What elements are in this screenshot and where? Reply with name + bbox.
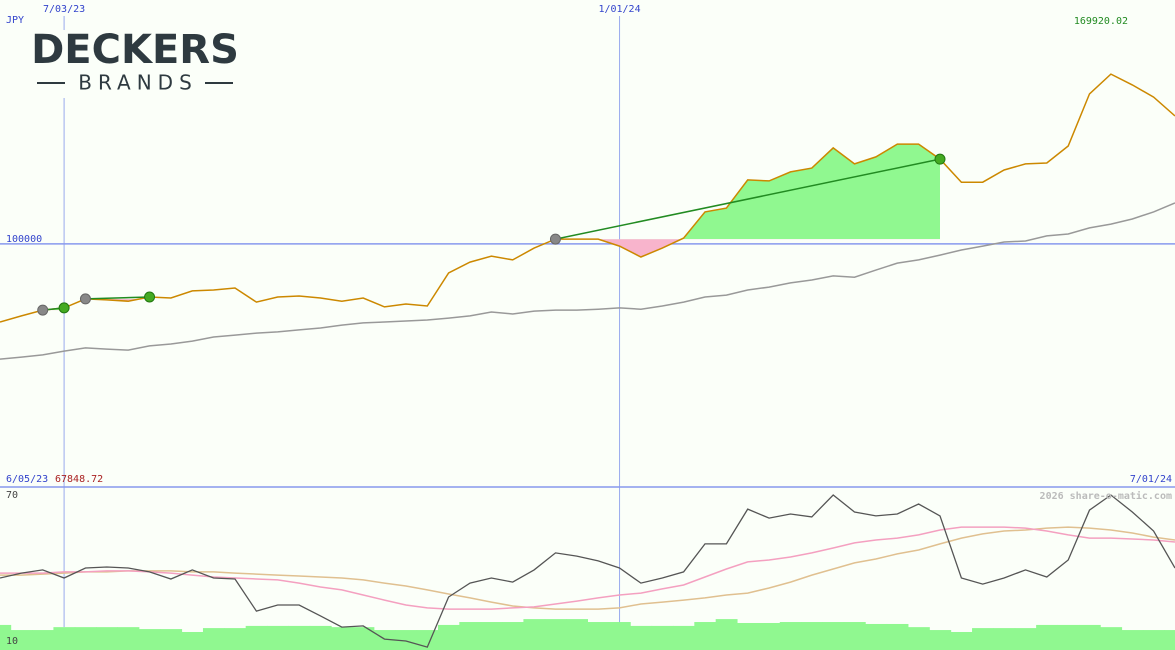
- volume-bar: [566, 619, 588, 650]
- end-label: 7/01/24: [1130, 474, 1172, 485]
- logo: DECKERS BRANDS: [30, 27, 240, 98]
- volume-bar: [32, 630, 54, 650]
- start-label: 6/05/23: [6, 474, 48, 485]
- volume-bar: [672, 625, 695, 650]
- volume-bar: [608, 622, 631, 650]
- volume-bar: [288, 625, 311, 650]
- volume-bar: [1142, 630, 1165, 650]
- currency-label: JPY: [6, 15, 24, 26]
- gain-area: [555, 144, 940, 240]
- exit-marker: [144, 291, 156, 303]
- volume-bar: [843, 622, 866, 650]
- volume-bar: [352, 627, 375, 650]
- max-label: 169920.02: [1074, 16, 1128, 27]
- volume-bar: [1164, 630, 1175, 650]
- volume-bar: [0, 624, 12, 650]
- moving-average-line: [0, 202, 1175, 360]
- volume-bar: [1057, 624, 1080, 650]
- volume-bar: [1121, 630, 1144, 650]
- volume-bar: [1036, 624, 1058, 650]
- loss-area: [598, 239, 682, 257]
- volume-bar: [822, 622, 845, 650]
- volume-bar: [117, 627, 140, 650]
- volume-bar: [202, 628, 225, 650]
- volume-bar: [929, 630, 952, 650]
- volume-bar: [96, 627, 118, 650]
- logo-name: DECKERS: [31, 27, 239, 73]
- volume-bar: [694, 622, 717, 650]
- volume-bar: [10, 630, 33, 650]
- volume-bar: [758, 622, 781, 650]
- trade-line: [555, 158, 941, 240]
- volume-bar: [459, 622, 482, 650]
- volume-bar: [331, 627, 353, 650]
- volume-bar: [138, 629, 161, 650]
- y-tick-label: 10: [6, 636, 18, 647]
- min-label: 67848.72: [55, 474, 103, 485]
- volume-bar: [309, 625, 332, 650]
- volume-bar: [373, 630, 396, 650]
- volume-bar: [245, 625, 268, 650]
- volume-bar: [993, 628, 1016, 650]
- exit-marker: [934, 153, 946, 165]
- volume-bar: [886, 623, 909, 650]
- volume-bar: [737, 622, 759, 650]
- volume-bar: [779, 622, 802, 650]
- volume-bar: [53, 627, 76, 650]
- exit-marker: [58, 302, 70, 314]
- volume-bar: [801, 622, 823, 650]
- entry-marker: [79, 293, 91, 305]
- volume-bar: [587, 622, 610, 650]
- volume-bar: [160, 629, 183, 650]
- volume-bar: [181, 631, 204, 650]
- y-tick-label: 100000: [6, 234, 42, 245]
- volume-bar: [267, 625, 289, 650]
- volume-bar: [865, 623, 888, 650]
- price-line: [0, 73, 1175, 323]
- entry-marker: [549, 233, 561, 245]
- volume-bar: [950, 631, 973, 650]
- volume-bar: [224, 628, 247, 650]
- volume-bar: [395, 630, 418, 650]
- volume-bar: [502, 622, 524, 650]
- volume-bar: [1100, 627, 1123, 650]
- oscillator-line: [0, 494, 1175, 648]
- logo-sub: BRANDS: [78, 71, 198, 95]
- volume-bar: [74, 627, 97, 650]
- volume-bar: [523, 619, 546, 650]
- volume-bar: [715, 619, 738, 650]
- watermark: 2026 share-o-matic.com: [1040, 490, 1172, 502]
- logo-bg: [30, 30, 240, 98]
- x-tick-label: 7/03/23: [43, 4, 85, 15]
- volume-bar: [630, 625, 653, 650]
- volume-bar: [972, 628, 994, 650]
- oscillator-line: [0, 526, 1175, 610]
- volume-bar: [651, 625, 674, 650]
- volume-bar: [907, 627, 930, 650]
- volume-bar: [1078, 624, 1101, 650]
- y-tick-label: 70: [6, 490, 18, 501]
- x-tick-label: 1/01/24: [598, 4, 640, 15]
- volume-bar: [1014, 628, 1037, 650]
- volume-bar: [480, 622, 503, 650]
- volume-bar: [437, 624, 460, 650]
- volume-bar: [544, 619, 567, 650]
- entry-marker: [37, 304, 49, 316]
- trade-line: [85, 296, 150, 300]
- plot: [0, 16, 1175, 650]
